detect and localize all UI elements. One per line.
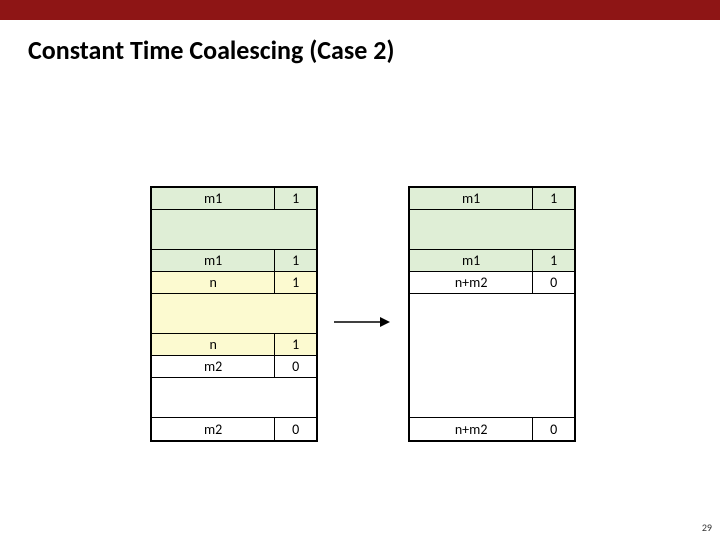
left-b1-body (152, 210, 316, 250)
cell-flag: 1 (533, 188, 574, 209)
right-memory-stack: m1 1 m1 1 n+m2 0 n+m2 0 (408, 186, 576, 442)
left-b3-body (152, 378, 316, 418)
left-b3-footer: m2 0 (152, 418, 316, 440)
cell-flag: 1 (275, 188, 316, 209)
cell-flag: 0 (275, 418, 316, 440)
arrow-icon (332, 312, 392, 332)
left-b2-header: n 1 (152, 272, 316, 294)
cell-size: m2 (152, 418, 275, 440)
cell-size: m1 (410, 188, 533, 209)
slide-title: Constant Time Coalescing (Case 2) (0, 20, 720, 66)
page-number: 29 (702, 521, 712, 534)
left-memory-stack: m1 1 m1 1 n 1 n 1 m2 0 m2 0 (150, 186, 318, 442)
right-b2-header: n+m2 0 (410, 272, 574, 294)
right-b1-header: m1 1 (410, 188, 574, 210)
left-b3-header: m2 0 (152, 356, 316, 378)
cell-size: n+m2 (410, 418, 533, 440)
right-b2-body (410, 294, 574, 418)
cell-size: m1 (152, 188, 275, 209)
cell-size: n+m2 (410, 272, 533, 293)
right-b1-footer: m1 1 (410, 250, 574, 272)
cell-flag: 0 (533, 272, 574, 293)
left-b1-header: m1 1 (152, 188, 316, 210)
cell-flag: 1 (275, 334, 316, 355)
cell-flag: 1 (275, 250, 316, 271)
cell-flag: 0 (533, 418, 574, 440)
cell-size: m1 (410, 250, 533, 271)
left-b2-footer: n 1 (152, 334, 316, 356)
cell-flag: 1 (275, 272, 316, 293)
right-b2-footer: n+m2 0 (410, 418, 574, 440)
cell-size: n (152, 334, 275, 355)
diagram-stage: m1 1 m1 1 n 1 n 1 m2 0 m2 0 (0, 66, 720, 506)
cell-flag: 1 (533, 250, 574, 271)
cell-size: m2 (152, 356, 275, 377)
left-b2-body (152, 294, 316, 334)
right-b1-body (410, 210, 574, 250)
cell-size: n (152, 272, 275, 293)
top-bar (0, 0, 720, 20)
cell-size: m1 (152, 250, 275, 271)
cell-flag: 0 (275, 356, 316, 377)
left-b1-footer: m1 1 (152, 250, 316, 272)
